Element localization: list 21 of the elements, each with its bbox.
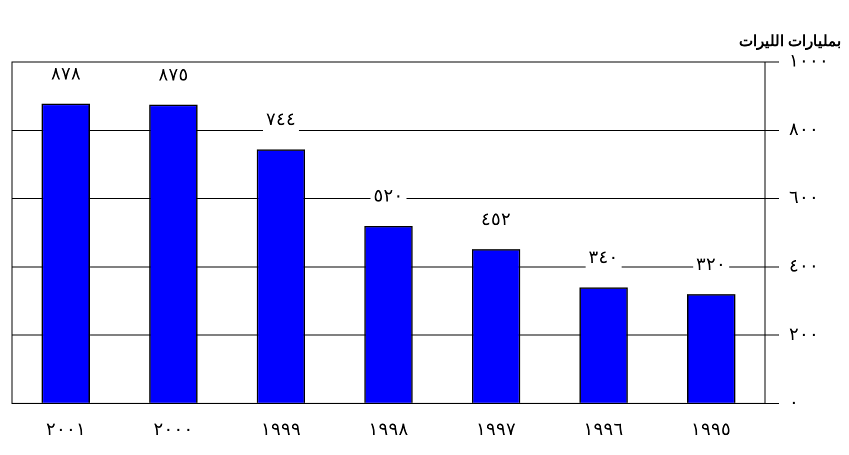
data-label: ٨٧٥ (158, 64, 188, 86)
data-label: ٧٤٤ (266, 109, 296, 130)
data-label: ٨٧٨ (50, 63, 81, 84)
y-tick-label: ٦٠٠ (789, 187, 819, 208)
y-tick-label: ٨٠٠ (789, 118, 819, 140)
y-tick-label: ٠ (789, 392, 799, 414)
x-tick-label: ١٩٩٩ (260, 418, 301, 440)
y-tick-label: ٢٠٠ (789, 324, 819, 345)
x-tick-label: ١٩٩٨ (368, 418, 408, 440)
x-tick-label: ١٩٩٧ (476, 418, 516, 440)
x-tick-label: ١٩٩٥ (691, 418, 732, 440)
y-axis-title: بمليارات الليرات (738, 32, 841, 50)
data-label: ٣٤٠ (588, 246, 619, 268)
data-label: ٤٥٢ (481, 208, 512, 230)
y-tick-label: ١٠٠٠ (789, 50, 829, 72)
x-tick-label: ١٩٩٦ (584, 418, 624, 440)
data-label: ٣٢٠ (696, 254, 726, 275)
x-tick-label: ٢٠٠٠ (153, 418, 194, 440)
x-tick-label: ٢٠٠١ (46, 418, 86, 440)
data-label: ٥٢٠ (374, 186, 404, 207)
y-tick-label: ٤٠٠ (789, 256, 819, 277)
